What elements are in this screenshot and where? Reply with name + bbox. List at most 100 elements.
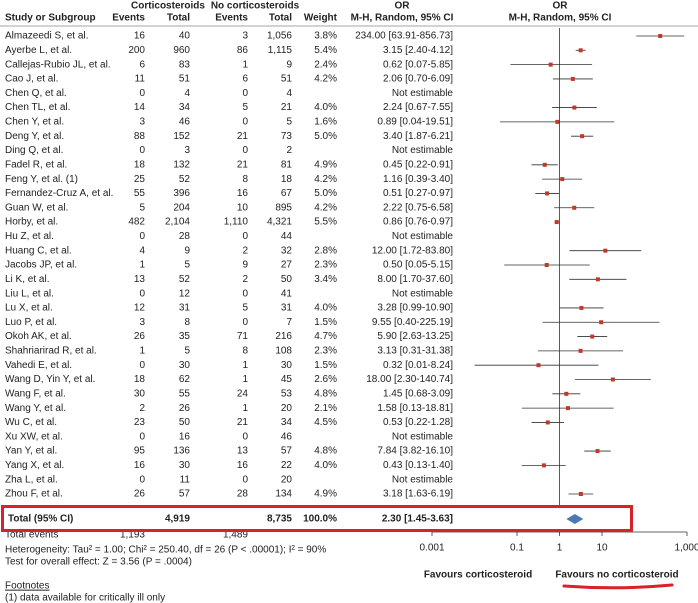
total-weight: 100.0% — [303, 514, 337, 525]
total: 34 — [281, 417, 293, 428]
total: 35 — [179, 331, 191, 342]
weight: 4.2% — [314, 174, 337, 185]
total: 21 — [281, 102, 293, 113]
events: 88 — [134, 131, 146, 142]
or-ci: 9.55 [0.40-225.19] — [372, 317, 453, 328]
total: 22 — [281, 460, 293, 471]
events: 86 — [237, 45, 249, 56]
events: 16 — [134, 460, 146, 471]
or-ci: 2.22 [0.75-6.58] — [383, 202, 453, 213]
total: 134 — [275, 489, 292, 500]
events: 1 — [139, 260, 145, 271]
events: 13 — [134, 274, 146, 285]
total-events-label: Total events — [5, 530, 58, 541]
total: 2 — [286, 145, 292, 156]
events: 55 — [134, 188, 146, 199]
weight: 4.0% — [314, 102, 337, 113]
events: 2 — [139, 403, 145, 414]
or-ci: Not estimable — [392, 145, 454, 156]
weight: 5.4% — [314, 45, 337, 56]
point-estimate — [580, 134, 585, 139]
total-events: 1,489 — [223, 530, 248, 541]
events: 0 — [242, 231, 248, 242]
events: 23 — [134, 417, 146, 428]
events: 1 — [242, 59, 248, 70]
or-ci: Not estimable — [392, 231, 454, 242]
or-ci: 0.62 [0.07-5.85] — [383, 59, 453, 70]
header-method: M-H, Random, 95% CI — [509, 13, 612, 24]
total: 62 — [179, 374, 191, 385]
point-estimate — [590, 334, 595, 339]
study-name: Wang Y, et al. — [5, 403, 66, 414]
study-name: Wang D, Yin Y, et al. — [5, 374, 95, 385]
point-estimate — [536, 363, 541, 368]
total: 27 — [281, 260, 293, 271]
total: 9 — [286, 59, 292, 70]
point-estimate — [564, 391, 569, 396]
events: 0 — [139, 231, 145, 242]
study-name: Fadel R, et al. — [5, 159, 67, 170]
study-name: Vahedi E, et al. — [5, 360, 72, 371]
study-name: Guan W, et al. — [5, 202, 68, 213]
events: 1,110 — [224, 217, 249, 228]
study-name: Okoh AK, et al. — [5, 331, 72, 342]
or-ci: 8.00 [1.70-37.60] — [377, 274, 453, 285]
total: 20 — [281, 403, 293, 414]
weight: 4.2% — [314, 74, 337, 85]
header-events: Events — [215, 13, 248, 24]
study-name: Chen TL, et al. — [5, 102, 70, 113]
study-name: Feng Y, et al. (1) — [5, 174, 78, 185]
point-estimate — [610, 377, 615, 382]
x-tick-label: 1 — [557, 543, 563, 554]
events: 4 — [139, 245, 145, 256]
events: 1 — [242, 360, 248, 371]
total: 81 — [281, 159, 293, 170]
total: 52 — [179, 174, 191, 185]
weight: 4.8% — [314, 388, 337, 399]
events: 16 — [134, 31, 146, 42]
total: 44 — [281, 231, 293, 242]
header-weight: Weight — [304, 13, 338, 24]
total: 45 — [281, 374, 293, 385]
point-estimate — [572, 205, 577, 210]
weight: 5.0% — [314, 131, 337, 142]
events: 0 — [242, 88, 248, 99]
events: 9 — [242, 260, 248, 271]
events: 10 — [237, 202, 249, 213]
total: 50 — [179, 417, 191, 428]
events: 21 — [237, 417, 249, 428]
events: 0 — [242, 117, 248, 128]
events: 1 — [139, 346, 145, 357]
total: 5 — [184, 346, 190, 357]
study-name: Yan Y, et al. — [5, 446, 57, 457]
weight: 4.0% — [314, 460, 337, 471]
events: 71 — [237, 331, 249, 342]
study-name: Zhou F, et al. — [5, 489, 63, 500]
weight: 4.5% — [314, 417, 337, 428]
total: 31 — [179, 303, 191, 314]
events: 26 — [134, 331, 146, 342]
total: 30 — [179, 360, 191, 371]
total: 11 — [180, 474, 191, 485]
study-name: Cao J, et al. — [5, 74, 58, 85]
or-ci: 3.15 [2.40-4.12] — [383, 45, 453, 56]
study-name: Horby, et al. — [5, 217, 58, 228]
events: 3 — [242, 31, 248, 42]
total: 18 — [281, 174, 293, 185]
events: 5 — [242, 102, 248, 113]
header-or: OR — [395, 1, 411, 12]
total: 216 — [275, 331, 292, 342]
study-name: Chen Q, et al. — [5, 88, 67, 99]
footnote: (1) data available for critically ill on… — [5, 593, 165, 603]
events: 0 — [139, 288, 145, 299]
point-estimate — [595, 277, 600, 282]
point-estimate — [578, 348, 583, 353]
weight: 4.8% — [314, 446, 337, 457]
or-ci: 5.90 [2.63-13.25] — [377, 331, 453, 342]
study-name: Yang X, et al. — [5, 460, 64, 471]
events: 21 — [237, 131, 249, 142]
total: 136 — [173, 446, 190, 457]
header-total: Total — [269, 13, 292, 24]
events: 0 — [242, 317, 248, 328]
total-or-ci: 2.30 [1.45-3.63] — [382, 514, 453, 525]
